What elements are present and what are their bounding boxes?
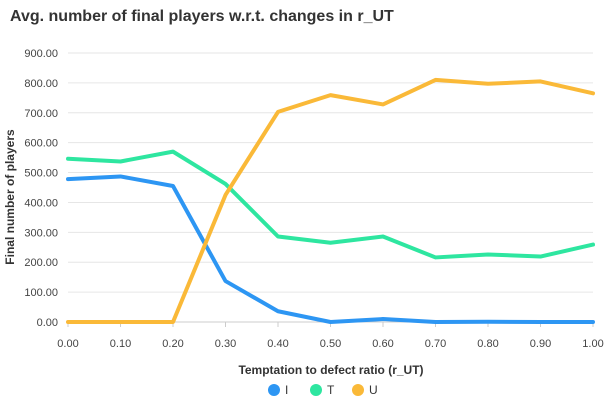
legend-marker-i <box>268 384 280 396</box>
legend-label-u: U <box>369 383 378 397</box>
chart-title: Avg. number of final players w.r.t. chan… <box>10 8 394 25</box>
x-tick-label: 0.90 <box>530 338 551 350</box>
x-tick-label: 0.10 <box>110 338 131 350</box>
y-tick-label: 200.00 <box>24 257 58 269</box>
y-tick-label: 0.00 <box>37 317 58 329</box>
x-tick-label: 0.30 <box>215 338 236 350</box>
x-tick-label: 0.40 <box>267 338 288 350</box>
series-lines <box>66 77 595 324</box>
y-axis-title: Final number of players <box>3 129 17 265</box>
y-tick-label: 500.00 <box>24 168 58 180</box>
legend-label-i: I <box>285 383 288 397</box>
x-tick-label: 0.70 <box>425 338 446 350</box>
series-line-u <box>66 77 595 324</box>
x-tick-label: 0.50 <box>320 338 341 350</box>
y-tick-label: 600.00 <box>24 138 58 150</box>
x-tick-label: 0.80 <box>477 338 498 350</box>
x-tick-label: 0.60 <box>372 338 393 350</box>
y-tick-label: 800.00 <box>24 78 58 90</box>
axes: 0.00 100.00 200.00 300.00 400.00 500.00 600.00… <box>24 48 603 350</box>
legend-marker-t <box>310 384 322 396</box>
y-tick-label: 300.00 <box>24 227 58 239</box>
x-tick-label: 1.00 <box>582 338 603 350</box>
y-tick-label: 400.00 <box>24 197 58 209</box>
y-tick-label: 100.00 <box>24 287 58 299</box>
x-axis-title: Temptation to defect ratio (r_UT) <box>238 363 423 377</box>
series-line-i <box>66 174 595 324</box>
legend-marker-u <box>352 384 364 396</box>
series-line-t <box>66 149 595 260</box>
x-tick-label: 0.20 <box>162 338 183 350</box>
legend-label-t: T <box>327 383 335 397</box>
y-tick-label: 700.00 <box>24 108 58 120</box>
x-tick-label: 0.00 <box>57 338 78 350</box>
y-tick-label: 900.00 <box>24 48 58 60</box>
